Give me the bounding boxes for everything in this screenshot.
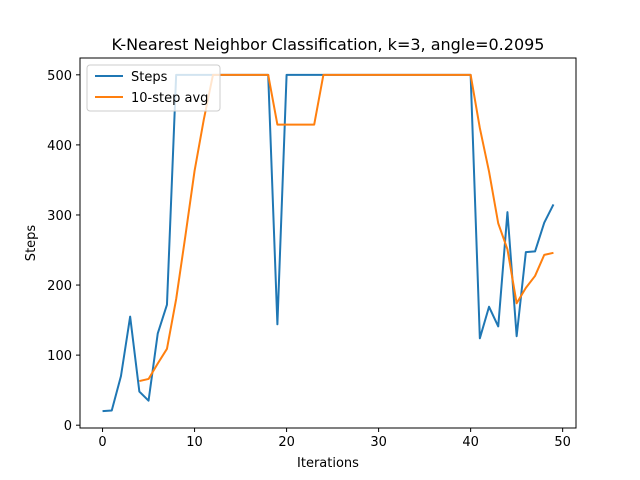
data-point-10-step-avg — [193, 170, 195, 172]
data-point-10-step-avg — [203, 118, 205, 120]
data-point-10-step-avg — [276, 123, 278, 125]
data-point-steps — [304, 74, 306, 76]
data-point-steps — [479, 337, 481, 339]
data-point-10-step-avg — [258, 74, 260, 76]
data-point-10-step-avg — [488, 170, 490, 172]
data-point-10-step-avg — [175, 298, 177, 300]
y-tick-label: 0 — [64, 419, 72, 434]
data-point-steps — [157, 332, 159, 334]
data-point-10-step-avg — [543, 254, 545, 256]
data-point-10-step-avg — [313, 123, 315, 125]
data-point-10-step-avg — [469, 74, 471, 76]
data-point-10-step-avg — [157, 362, 159, 364]
x-tick-label: 40 — [462, 435, 479, 450]
data-point-10-step-avg — [138, 380, 140, 382]
data-point-steps — [147, 399, 149, 401]
data-point-steps — [506, 211, 508, 213]
y-axis-label: Steps — [24, 225, 39, 262]
y-tick-label: 500 — [47, 69, 72, 84]
data-point-steps — [525, 251, 527, 253]
data-point-10-step-avg — [267, 74, 269, 76]
x-tick-label: 10 — [186, 435, 203, 450]
data-point-steps — [166, 303, 168, 305]
x-axis-label: Iterations — [297, 456, 359, 471]
data-point-steps — [276, 323, 278, 325]
x-tick-label: 50 — [554, 435, 571, 450]
x-tick-label: 0 — [98, 435, 106, 450]
data-point-steps — [543, 221, 545, 223]
data-point-10-step-avg — [184, 235, 186, 237]
data-point-steps — [101, 410, 103, 412]
x-tick-label: 20 — [278, 435, 295, 450]
y-tick-label: 200 — [47, 279, 72, 294]
data-point-10-step-avg — [221, 74, 223, 76]
data-point-10-step-avg — [460, 74, 462, 76]
data-point-10-step-avg — [350, 74, 352, 76]
data-point-10-step-avg — [230, 74, 232, 76]
data-point-10-step-avg — [497, 222, 499, 224]
data-point-steps — [295, 74, 297, 76]
data-point-10-step-avg — [552, 252, 554, 254]
data-point-10-step-avg — [239, 74, 241, 76]
data-point-10-step-avg — [423, 74, 425, 76]
data-point-steps — [285, 74, 287, 76]
y-tick-label: 300 — [47, 209, 72, 224]
data-point-10-step-avg — [451, 74, 453, 76]
y-tick-label: 400 — [47, 139, 72, 154]
data-point-10-step-avg — [414, 74, 416, 76]
data-point-10-step-avg — [285, 123, 287, 125]
data-point-10-step-avg — [442, 74, 444, 76]
data-point-10-step-avg — [515, 302, 517, 304]
data-point-10-step-avg — [396, 74, 398, 76]
data-point-10-step-avg — [304, 123, 306, 125]
data-point-10-step-avg — [147, 378, 149, 380]
data-point-10-step-avg — [506, 248, 508, 250]
data-point-10-step-avg — [433, 74, 435, 76]
data-point-10-step-avg — [534, 275, 536, 277]
data-point-steps — [129, 315, 131, 317]
data-point-steps — [138, 390, 140, 392]
data-point-10-step-avg — [166, 348, 168, 350]
data-point-10-step-avg — [377, 74, 379, 76]
data-point-10-step-avg — [295, 123, 297, 125]
data-point-10-step-avg — [479, 127, 481, 129]
data-point-10-step-avg — [405, 74, 407, 76]
data-point-steps — [534, 250, 536, 252]
x-tick-label: 30 — [370, 435, 387, 450]
data-point-10-step-avg — [387, 74, 389, 76]
data-point-10-step-avg — [249, 74, 251, 76]
data-point-10-step-avg — [322, 74, 324, 76]
data-point-10-step-avg — [359, 74, 361, 76]
y-tick-label: 100 — [47, 349, 72, 364]
chart-title: K-Nearest Neighbor Classification, k=3, … — [112, 35, 545, 54]
y-axis: 0 100 200 300 400 500 — [47, 69, 80, 434]
legend-label-steps: Steps — [131, 70, 168, 85]
data-point-10-step-avg — [525, 287, 527, 289]
legend: Steps 10-step avg — [86, 64, 221, 112]
data-point-10-step-avg — [341, 74, 343, 76]
data-point-steps — [111, 409, 113, 411]
data-point-steps — [497, 325, 499, 327]
data-point-steps — [120, 375, 122, 377]
plot-frame — [79, 57, 577, 429]
legend-label-10-step-avg: 10-step avg — [131, 91, 208, 106]
data-point-steps — [515, 335, 517, 337]
x-axis: 0 10 20 30 40 50 — [98, 428, 571, 450]
data-point-steps — [313, 74, 315, 76]
data-point-10-step-avg — [368, 74, 370, 76]
data-point-steps — [488, 306, 490, 308]
data-point-steps — [552, 203, 554, 205]
data-point-10-step-avg — [331, 74, 333, 76]
